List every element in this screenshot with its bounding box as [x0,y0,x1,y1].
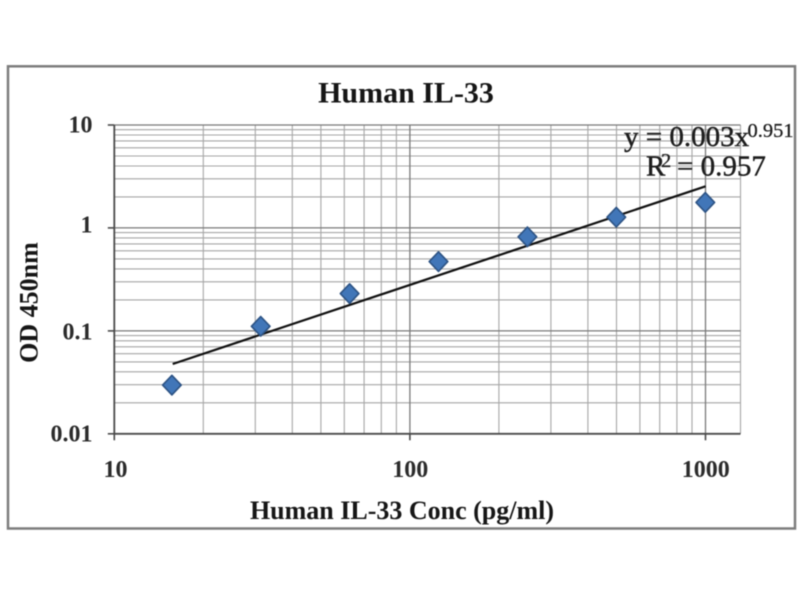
svg-text:R: R [646,150,666,182]
svg-text:100: 100 [392,457,428,483]
svg-text:Human IL-33 Conc (pg/ml): Human IL-33 Conc (pg/ml) [250,496,554,525]
svg-text:1000: 1000 [682,457,730,483]
svg-text:0.01: 0.01 [51,422,93,448]
svg-text:10: 10 [69,113,93,139]
svg-text:0.1: 0.1 [63,320,93,346]
svg-text:= 0.957: = 0.957 [677,150,766,182]
svg-text:Human IL-33: Human IL-33 [318,76,494,109]
svg-text:y = 0.003x: y = 0.003x [624,121,750,153]
svg-text:1: 1 [81,213,93,239]
svg-text:OD 450nm: OD 450nm [15,242,44,363]
svg-text:10: 10 [104,457,128,483]
svg-text:0.951: 0.951 [748,120,794,142]
svg-text:2: 2 [661,150,671,172]
